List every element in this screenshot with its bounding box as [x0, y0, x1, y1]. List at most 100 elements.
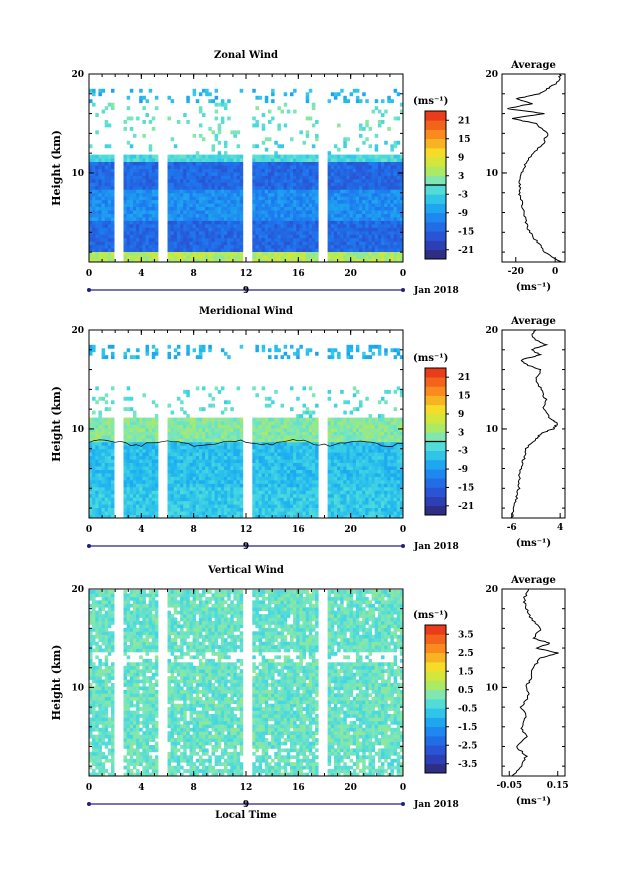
heatmap-cell [347, 248, 351, 252]
heatmap-cell [369, 210, 373, 214]
heatmap-cell [262, 169, 266, 173]
heatmap-cell [365, 182, 369, 186]
heatmap-cell [347, 473, 351, 477]
heatmap-cell [102, 255, 106, 259]
heatmap-cell [390, 162, 394, 166]
heatmap-cell [130, 501, 134, 505]
heatmap-cell [375, 252, 379, 256]
heatmap-cell [362, 241, 366, 245]
heatmap-cell [196, 186, 200, 190]
heatmap-cell [265, 210, 269, 214]
heatmap-cell [362, 445, 366, 449]
heatmap-cell [268, 169, 272, 173]
heatmap-cell [365, 137, 369, 141]
heatmap-cell [205, 165, 209, 169]
heatmap-cell [155, 497, 159, 501]
heatmap-cell [136, 155, 140, 159]
heatmap-cell [312, 189, 316, 193]
y-axis-label: Height (km) [50, 130, 63, 206]
heatmap-cell [259, 179, 263, 183]
heatmap-cell [372, 169, 376, 173]
heatmap-cell [384, 255, 388, 259]
heatmap-cell [353, 490, 357, 494]
heatmap-cell [227, 252, 231, 256]
heatmap-cell [296, 182, 300, 186]
heatmap-cell [350, 165, 354, 169]
heatmap-cell [199, 449, 203, 453]
heatmap-cell [136, 175, 140, 179]
heatmap-cell [390, 227, 394, 231]
heatmap-cell [227, 189, 231, 193]
heatmap-cell [309, 189, 313, 193]
heatmap-cell [224, 511, 228, 515]
heatmap-cell [268, 487, 272, 491]
heatmap-cell [340, 504, 344, 508]
heatmap-cell [233, 203, 237, 207]
heatmap-cell [227, 172, 231, 176]
heatmap-cell [293, 245, 297, 249]
heatmap-cell [296, 245, 300, 249]
heatmap-cell [277, 224, 281, 228]
heatmap-cell [287, 224, 291, 228]
heatmap-cell [240, 241, 244, 245]
heatmap-cell [347, 490, 351, 494]
heatmap-cell [369, 231, 373, 235]
heatmap-cell [108, 487, 112, 491]
heatmap-cell [155, 238, 159, 242]
heatmap-cell [215, 196, 219, 200]
heatmap-cell [255, 252, 259, 256]
heatmap-cell [174, 186, 178, 190]
heatmap-cell [331, 463, 335, 467]
heatmap-cell [268, 452, 272, 456]
heatmap-cell [89, 207, 93, 211]
heatmap-cell [281, 186, 285, 190]
colorbar-segment [425, 148, 446, 158]
heatmap-cell [233, 445, 237, 449]
heatmap-cell [296, 248, 300, 252]
heatmap-cell [224, 214, 228, 218]
heatmap-cell [237, 252, 241, 256]
heatmap-cell [262, 210, 266, 214]
heatmap-cell [372, 497, 376, 501]
heatmap-cell [111, 207, 115, 211]
heatmap-cell [142, 182, 146, 186]
heatmap-cell [193, 193, 197, 197]
heatmap-cell [284, 483, 288, 487]
heatmap-cell [133, 175, 137, 179]
heatmap-cell [218, 179, 222, 183]
heatmap-cell [287, 456, 291, 460]
heatmap-cell [215, 155, 219, 159]
heatmap-cell [343, 456, 347, 460]
heatmap-cell [390, 252, 394, 256]
heatmap-cell [190, 470, 194, 474]
heatmap-cell [202, 172, 206, 176]
heatmap-cell [387, 189, 391, 193]
heatmap-cell [293, 445, 297, 449]
heatmap-cell [268, 504, 272, 508]
heatmap-cell [387, 165, 391, 169]
heatmap-cell [152, 127, 156, 131]
heatmap-cell [287, 480, 291, 484]
heatmap-cell [372, 214, 376, 218]
heatmap-cell [168, 238, 172, 242]
heatmap-cell [102, 203, 106, 207]
heatmap-cell [224, 483, 228, 487]
heatmap-cell [233, 182, 237, 186]
heatmap-cell [343, 158, 347, 162]
heatmap-cell [139, 252, 143, 256]
heatmap-cell [384, 459, 388, 463]
heatmap-cell [328, 494, 332, 498]
heatmap-cell [312, 196, 316, 200]
heatmap-cell [331, 234, 335, 238]
heatmap-cell [293, 231, 297, 235]
heatmap-cell [127, 490, 131, 494]
heatmap-cell [365, 120, 369, 124]
heatmap-cell [290, 189, 294, 193]
heatmap-cell [208, 158, 212, 162]
heatmap-cell [212, 179, 216, 183]
heatmap-cell [381, 234, 385, 238]
heatmap-cell [268, 193, 272, 197]
heatmap-cell [111, 103, 115, 107]
heatmap-cell [212, 490, 216, 494]
heatmap-cell [130, 463, 134, 467]
